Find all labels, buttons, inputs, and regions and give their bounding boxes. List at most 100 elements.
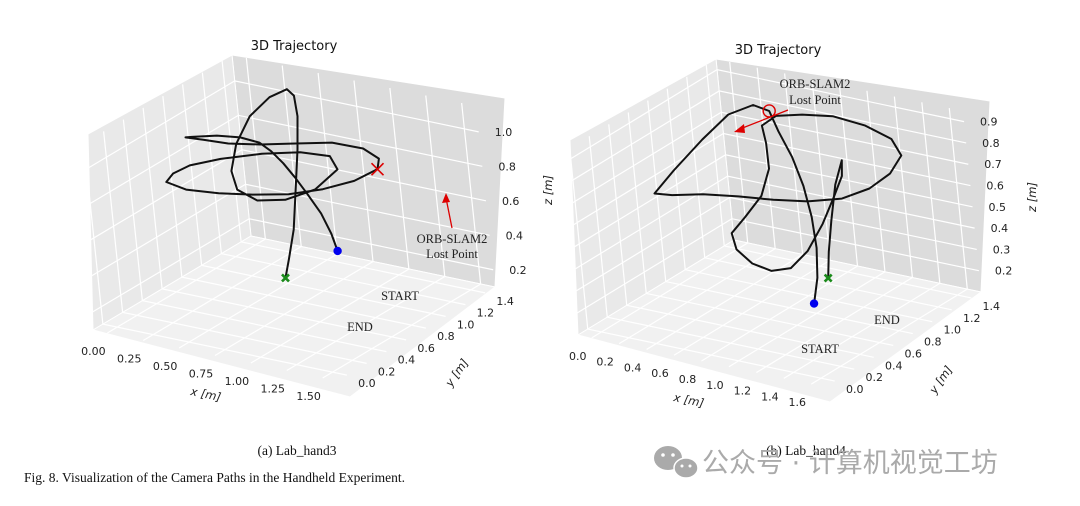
x-tick-label: 0.4 — [624, 361, 642, 374]
y-tick-label: 0.2 — [866, 371, 884, 384]
start-marker — [809, 299, 819, 308]
y-tick-label: 1.2 — [477, 307, 495, 320]
y-tick-label: 1.0 — [457, 318, 475, 331]
lost-point-label-line2: Lost Point — [426, 247, 478, 261]
x-tick-label: 0.00 — [81, 345, 106, 358]
lost-arrow-head — [442, 193, 450, 203]
y-tick-label: 0.0 — [846, 383, 864, 396]
x-tick-label: 1.0 — [706, 379, 724, 392]
y-tick-label: 1.0 — [944, 324, 962, 337]
x-tick-label: 0.6 — [651, 367, 669, 380]
x-tick-label: 0.75 — [189, 368, 214, 381]
start-label: START — [801, 342, 839, 356]
y-tick-labels: 0.00.20.40.60.81.01.21.4 — [846, 300, 1000, 396]
grid-line-y — [627, 112, 894, 347]
x-tick-label: 0.0 — [569, 350, 587, 363]
x-tick-label: 1.6 — [789, 396, 807, 409]
y-tick-label: 1.4 — [983, 300, 1001, 313]
y-tick-label: 0.8 — [437, 330, 455, 343]
lost-point-label-line1: ORB-SLAM2 — [780, 77, 851, 91]
x-tick-label: 0.50 — [153, 360, 178, 373]
plot-lab-hand4: 3D Trajectory ORB-SLAM2 Lost Point START… — [560, 43, 1039, 458]
grid-line-z — [569, 154, 973, 251]
lost-point-label-line2: Lost Point — [789, 93, 841, 107]
grid-line-z — [80, 114, 483, 210]
plot-lab-hand3: 3D Trajectory START END ORB-SLAM2 Lost P… — [76, 39, 555, 458]
trajectory-line — [165, 88, 380, 279]
lost-arrow-head — [734, 124, 745, 133]
grid-line-y — [608, 124, 874, 358]
grid-line-x — [783, 102, 941, 379]
plot-title: 3D Trajectory — [735, 43, 822, 58]
grid-line-x — [728, 90, 886, 368]
y-axis-label: y [m] — [442, 356, 472, 390]
z-tick-labels: 0.2 0.3 0.4 0.5 0.6 0.7 0.8 0.9 — [980, 116, 1012, 278]
start-marker — [333, 246, 342, 256]
lost-point-arrow — [739, 109, 789, 130]
z-tick-labels: 0.2 0.4 0.6 0.8 1.0 — [495, 126, 527, 277]
grid-line-x — [646, 73, 804, 350]
z-tick-label: 0.5 — [989, 201, 1007, 214]
z-tick-label: 0.2 — [995, 265, 1013, 278]
grid-line-y — [705, 64, 972, 299]
z-tick-label: 0.4 — [991, 222, 1009, 235]
y-tick-label: 1.4 — [496, 295, 514, 308]
y-tick-label: 0.6 — [417, 342, 435, 355]
x-tick-label: 1.25 — [261, 383, 286, 396]
grid-line-z — [562, 90, 967, 187]
z-axis-label: z [m] — [541, 175, 555, 206]
z-tick-label: 0.4 — [506, 229, 523, 242]
grid-line-z — [76, 80, 479, 176]
x-tick-label: 0.25 — [117, 353, 142, 366]
y-tick-label: 1.2 — [963, 312, 981, 325]
y-tick-labels: 0.00.20.40.60.81.01.21.4 — [358, 295, 514, 390]
plot-title: 3D Trajectory — [251, 39, 338, 54]
end-marker-stroke — [823, 273, 833, 283]
end-marker-stroke — [281, 273, 290, 283]
grid-line-x — [673, 79, 831, 356]
grid-line-z — [87, 183, 490, 279]
x-tick-label: 1.2 — [734, 385, 752, 398]
x-tick-label: 1.50 — [296, 390, 321, 403]
z-tick-label: 0.2 — [509, 264, 527, 277]
lost-point-arrow — [445, 197, 453, 229]
y-tick-label: 0.8 — [924, 336, 942, 349]
grid-line-x — [591, 61, 749, 339]
grid-line-z — [83, 149, 487, 245]
x-tick-labels: 0.0 0.2 0.4 0.6 0.8 1.0 1.2 1.4 1.6 — [569, 350, 806, 409]
y-tick-label: 0.6 — [905, 347, 923, 360]
y-axis-label: y [m] — [926, 363, 956, 397]
y-tick-label: 0.2 — [378, 365, 396, 378]
watermark: 公众号 · 计算机视觉工坊 — [654, 446, 998, 479]
watermark-text: 公众号 · 计算机视觉工坊 — [702, 448, 998, 479]
x-tick-label: 0.8 — [679, 373, 697, 386]
grid-line-y — [588, 136, 855, 370]
grid-line-z — [567, 132, 971, 230]
end-label: END — [347, 320, 373, 334]
grid-line-x — [810, 108, 968, 385]
grid-line-y — [666, 88, 933, 323]
end-marker — [823, 273, 833, 283]
grid-line-z — [90, 218, 494, 314]
z-tick-label: 0.6 — [986, 180, 1004, 193]
subcaption: (b) Lab_hand4 — [766, 443, 846, 458]
grid-line-y — [569, 148, 835, 382]
lost-point-label-line1: ORB-SLAM2 — [417, 232, 488, 246]
x-tick-label: 1.4 — [761, 390, 779, 403]
lost-marker-stroke — [370, 162, 385, 176]
z-tick-label: 0.8 — [982, 137, 1000, 150]
x-axis-label: x [m] — [671, 390, 705, 410]
start-label: START — [381, 289, 419, 303]
x-tick-label: 1.00 — [225, 375, 250, 388]
grid-line-z — [573, 196, 977, 293]
y-tick-label: 0.0 — [358, 377, 376, 390]
end-label: END — [874, 313, 900, 327]
z-axis-label: z [m] — [1025, 182, 1039, 213]
x-tick-label: 0.2 — [596, 356, 614, 369]
figure-caption: Fig. 8. Visualization of the Camera Path… — [24, 470, 405, 485]
wechat-icon — [654, 446, 699, 479]
trajectory-line — [653, 104, 903, 305]
z-tick-label: 0.8 — [498, 160, 516, 173]
subcaption: (a) Lab_hand3 — [257, 443, 336, 458]
